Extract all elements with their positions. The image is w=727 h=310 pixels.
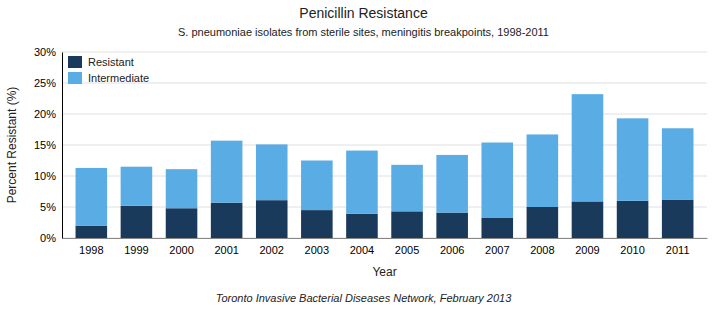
bar xyxy=(527,134,559,207)
chart: Penicillin Resistance S. pneumoniae isola… xyxy=(0,0,727,310)
bar xyxy=(572,201,604,238)
grid-line xyxy=(62,238,707,239)
tick: 0% xyxy=(40,232,62,244)
tick: 2008 xyxy=(530,238,554,256)
bar xyxy=(166,208,198,238)
bar xyxy=(346,214,378,238)
tick: 15% xyxy=(34,139,62,151)
tick: 25% xyxy=(34,77,62,89)
bar xyxy=(211,203,243,238)
tick-label: 2003 xyxy=(305,244,329,256)
tick-label: 2004 xyxy=(350,244,374,256)
bar xyxy=(301,161,333,211)
bar xyxy=(436,155,468,213)
subtitle: S. pneumoniae isolates from sterile site… xyxy=(178,26,549,38)
bar xyxy=(121,206,153,238)
tick: 2007 xyxy=(485,238,509,256)
tick-label: 2005 xyxy=(395,244,419,256)
plot: 1998 1999 2000 2001 2002 2003 2004 2005 2006 2007… xyxy=(34,46,708,256)
tick: 2001 xyxy=(214,238,238,256)
tick: 1998 xyxy=(79,238,103,256)
tick: 5% xyxy=(40,201,62,213)
title: Penicillin Resistance xyxy=(299,5,428,21)
tick: 2002 xyxy=(259,238,283,256)
tick: 1999 xyxy=(124,238,148,256)
tick-label: 2008 xyxy=(530,244,554,256)
bar xyxy=(346,151,378,214)
bar xyxy=(527,207,559,238)
grid-line xyxy=(62,176,707,177)
bars xyxy=(76,94,694,238)
tick-label: 10% xyxy=(34,170,56,182)
series xyxy=(76,94,694,225)
tick-label: 0% xyxy=(40,232,56,244)
tick: 2003 xyxy=(305,238,329,256)
x-axis: 1998 1999 2000 2001 2002 2003 2004 2005 2006 2007… xyxy=(63,238,708,256)
legend-item: Resistant xyxy=(68,56,134,68)
y-axis: 0% 5% 10% 15% 20% 25% 30% xyxy=(34,46,63,244)
legend: Resistant Intermediate xyxy=(68,56,149,84)
axis-line xyxy=(63,238,708,239)
tick-label: 30% xyxy=(34,46,56,58)
footer: Toronto Invasive Bacterial Diseases Netw… xyxy=(216,292,512,304)
tick: 2000 xyxy=(169,238,193,256)
bar xyxy=(301,210,333,238)
tick-label: 2000 xyxy=(169,244,193,256)
legend-swatch xyxy=(68,72,82,84)
bar xyxy=(572,94,604,201)
bar xyxy=(256,200,288,238)
grid-line xyxy=(62,83,707,84)
bar xyxy=(211,141,243,203)
tick-label: 5% xyxy=(40,201,56,213)
bar xyxy=(76,168,108,226)
tick-label: 15% xyxy=(34,139,56,151)
x-axis-title: Year xyxy=(372,265,396,279)
tick: 30% xyxy=(34,46,62,58)
tick: 10% xyxy=(34,170,62,182)
tick: 2011 xyxy=(666,238,690,256)
bar xyxy=(481,143,513,218)
bar xyxy=(662,128,694,199)
bar xyxy=(166,169,198,208)
tick-label: 2011 xyxy=(666,244,690,256)
legend-item: Intermediate xyxy=(68,72,149,84)
bar xyxy=(121,167,153,206)
tick-label: 2009 xyxy=(575,244,599,256)
bar xyxy=(617,201,649,238)
y-axis-title: Percent Resistant (%) xyxy=(5,87,19,204)
axis-line xyxy=(62,53,63,239)
tick: 2006 xyxy=(440,238,464,256)
tick-label: 20% xyxy=(34,108,56,120)
legend-label: Resistant xyxy=(88,56,134,68)
bar xyxy=(391,211,423,238)
legend-swatch xyxy=(68,56,82,68)
tick-label: 2001 xyxy=(214,244,238,256)
tick: 2009 xyxy=(575,238,599,256)
bar xyxy=(617,118,649,200)
bar xyxy=(391,165,423,212)
tick-label: 25% xyxy=(34,77,56,89)
tick-label: 2010 xyxy=(620,244,644,256)
grid-line xyxy=(62,207,707,208)
tick-label: 2002 xyxy=(259,244,283,256)
bar xyxy=(76,226,108,238)
tick: 20% xyxy=(34,108,62,120)
legend-label: Intermediate xyxy=(88,72,149,84)
tick-label: 2007 xyxy=(485,244,509,256)
grid-line xyxy=(62,114,707,115)
bar xyxy=(436,213,468,238)
tick: 2004 xyxy=(350,238,374,256)
tick-label: 1998 xyxy=(79,244,103,256)
grid-line xyxy=(62,145,707,146)
tick: 2010 xyxy=(620,238,644,256)
tick: 2005 xyxy=(395,238,419,256)
tick-label: 2006 xyxy=(440,244,464,256)
tick-label: 1999 xyxy=(124,244,148,256)
bar xyxy=(481,218,513,238)
bar xyxy=(662,200,694,238)
grid xyxy=(62,52,707,238)
bar xyxy=(256,144,288,200)
grid-line xyxy=(62,52,707,53)
